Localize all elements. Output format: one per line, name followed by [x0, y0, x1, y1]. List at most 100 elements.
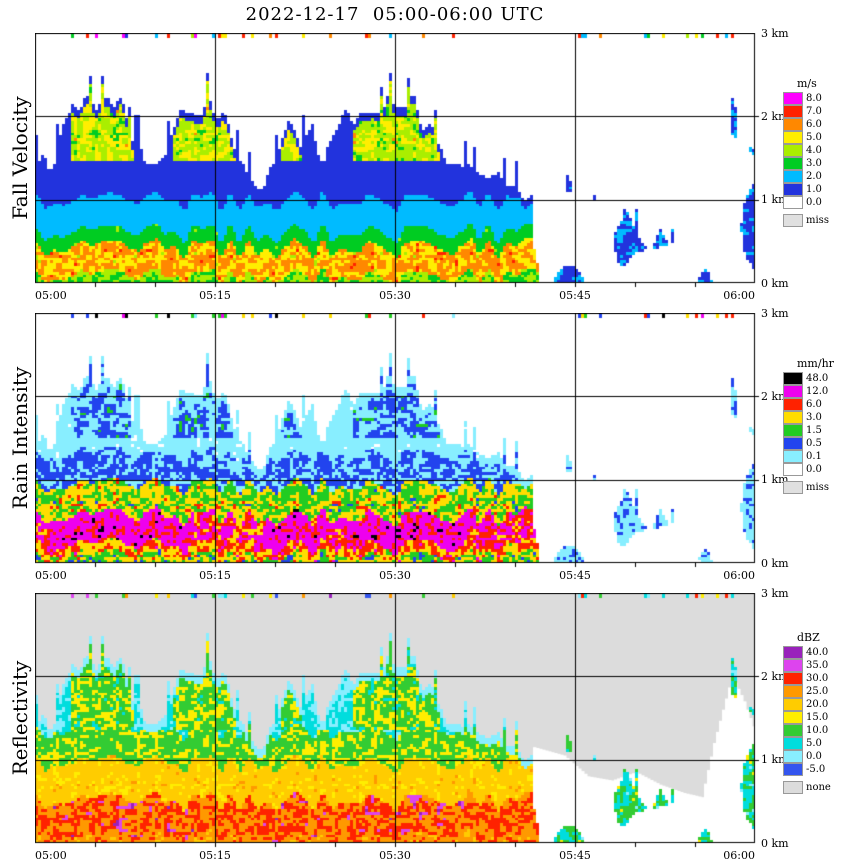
- x-tick-label: 05:45: [559, 289, 591, 302]
- colorbar-entry: 35.0: [783, 659, 847, 672]
- y-tick-label: 1 km: [761, 473, 789, 486]
- y-tick-label: 2 km: [761, 670, 789, 683]
- colorbar-value: 5.0: [806, 738, 822, 749]
- x-tick-label: 05:00: [35, 289, 67, 302]
- colorbar-swatch: [783, 672, 803, 685]
- colorbar-value: 5.0: [806, 132, 822, 143]
- y-tick-label: 3 km: [761, 27, 789, 40]
- colorbar-swatch: [783, 685, 803, 698]
- colorbar-value: 6.0: [806, 399, 822, 410]
- colorbar-swatch: [783, 437, 803, 450]
- colorbar-value: 7.0: [806, 106, 822, 117]
- colorbar-swatch: [783, 157, 803, 170]
- colorbar-swatch: [783, 385, 803, 398]
- colorbar-value: 0.1: [806, 451, 822, 462]
- y-tick-label: 2 km: [761, 390, 789, 403]
- y-tick-label: 2 km: [761, 110, 789, 123]
- colorbar-value: 40.0: [806, 647, 829, 658]
- colorbar-entry: 6.0: [783, 118, 847, 131]
- colorbar-value: 15.0: [806, 712, 829, 723]
- time-tick-labels: 05:00 05:15 05:30 05:45 06:00: [0, 289, 850, 303]
- colorbar-value: miss: [806, 215, 829, 226]
- colorbar-swatch: [783, 481, 803, 494]
- colorbar-entry: 0.1: [783, 450, 847, 463]
- y-tick-label: 0 km: [761, 277, 789, 290]
- colorbar-entry: miss: [783, 481, 847, 494]
- colorbar-entry: 3.0: [783, 411, 847, 424]
- colorbar-swatch: [783, 398, 803, 411]
- colorbar-value: 2.0: [806, 171, 822, 182]
- colorbar-swatch: [783, 411, 803, 424]
- colorbar-swatch: [783, 131, 803, 144]
- colorbar-swatches: 48.0 12.0 6.0 3.0 1.5 0.5 0.1 0.0 miss: [783, 372, 847, 494]
- colorbar-swatches: 40.0 35.0 30.0 25.0 20.0 15.0 10.0 5.0 0.0 -5.0 no…: [783, 646, 847, 794]
- colorbar-swatch: [783, 424, 803, 437]
- y-tick-label: 3 km: [761, 587, 789, 600]
- x-tick-label: 05:45: [559, 569, 591, 582]
- colorbar-value: miss: [806, 482, 829, 493]
- colorbar-value: 0.0: [806, 464, 822, 475]
- colorbar-value: 48.0: [806, 373, 829, 384]
- x-tick-label: 05:30: [379, 289, 411, 302]
- colorbar-entry: none: [783, 781, 847, 794]
- heatmap-canvas-reflectivity: [35, 593, 761, 849]
- y-tick-label: 0 km: [761, 557, 789, 570]
- x-tick-label: 05:15: [199, 569, 231, 582]
- x-tick-label: 06:00: [723, 849, 755, 862]
- colorbar-entry: 40.0: [783, 646, 847, 659]
- colorbar-entry: miss: [783, 214, 847, 227]
- colorbar-entry: 12.0: [783, 385, 847, 398]
- colorbar-swatch: [783, 118, 803, 131]
- colorbar-value: 10.0: [806, 725, 829, 736]
- heatmap-canvas-rain-intensity: [35, 313, 761, 569]
- colorbar-entry: 48.0: [783, 372, 847, 385]
- colorbar-entry: 2.0: [783, 170, 847, 183]
- colorbar-entry: 25.0: [783, 685, 847, 698]
- colorbar-value: 12.0: [806, 386, 829, 397]
- colorbar-value: 0.0: [806, 197, 822, 208]
- colorbar-unit: dBZ: [797, 631, 820, 644]
- y-tick-label: 1 km: [761, 193, 789, 206]
- colorbar-value: 1.5: [806, 425, 822, 436]
- x-tick-label: 05:15: [199, 289, 231, 302]
- x-tick-label: 06:00: [723, 289, 755, 302]
- colorbar-value: 6.0: [806, 119, 822, 130]
- colorbar-swatches: 8.0 7.0 6.0 5.0 4.0 3.0 2.0 1.0 0.0 miss: [783, 92, 847, 227]
- colorbar-value: 3.0: [806, 412, 822, 423]
- x-tick-label: 05:45: [559, 849, 591, 862]
- x-tick-label: 05:30: [379, 849, 411, 862]
- y-axis-label-rain-intensity: Rain Intensity: [8, 366, 32, 510]
- y-tick-label: 0 km: [761, 837, 789, 850]
- colorbar-value: 0.0: [806, 751, 822, 762]
- colorbar-entry: 10.0: [783, 724, 847, 737]
- y-axis-label-reflectivity: Reflectivity: [8, 660, 32, 776]
- colorbar-swatch: [783, 737, 803, 750]
- colorbar-entry: 3.0: [783, 157, 847, 170]
- y-axis-label-fall-velocity: Fall Velocity: [8, 96, 32, 220]
- colorbar-value: 30.0: [806, 673, 829, 684]
- panel-fall-velocity: Fall Velocity 3 km 2 km 1 km 0 km 05:00 05:1…: [0, 27, 850, 311]
- colorbar-entry: 30.0: [783, 672, 847, 685]
- colorbar-swatch: [783, 763, 803, 776]
- colorbar-swatch: [783, 214, 803, 227]
- colorbar-unit: m/s: [797, 77, 817, 90]
- colorbar-entry: 5.0: [783, 131, 847, 144]
- colorbar-entry: 20.0: [783, 698, 847, 711]
- time-tick-labels: 05:00 05:15 05:30 05:45 06:00: [0, 849, 850, 863]
- colorbar-swatch: [783, 196, 803, 209]
- panel-reflectivity: Reflectivity 3 km 2 km 1 km 0 km 05:00 05:15…: [0, 587, 850, 868]
- colorbar-swatch: [783, 463, 803, 476]
- height-tick-labels: 3 km 2 km 1 km 0 km: [761, 27, 831, 293]
- height-tick-labels: 3 km 2 km 1 km 0 km: [761, 307, 831, 573]
- colorbar-swatch: [783, 372, 803, 385]
- colorbar-swatch: [783, 711, 803, 724]
- colorbar-entry: 5.0: [783, 737, 847, 750]
- colorbar-swatch: [783, 183, 803, 196]
- colorbar-swatch: [783, 92, 803, 105]
- colorbar-value: 4.0: [806, 145, 822, 156]
- x-tick-label: 06:00: [723, 569, 755, 582]
- colorbar-value: none: [806, 782, 831, 793]
- colorbar-value: 20.0: [806, 699, 829, 710]
- colorbar-reflectivity: dBZ 40.0 35.0 30.0 25.0 20.0 15.0 10.0 5.0 0.0 -5…: [783, 631, 847, 794]
